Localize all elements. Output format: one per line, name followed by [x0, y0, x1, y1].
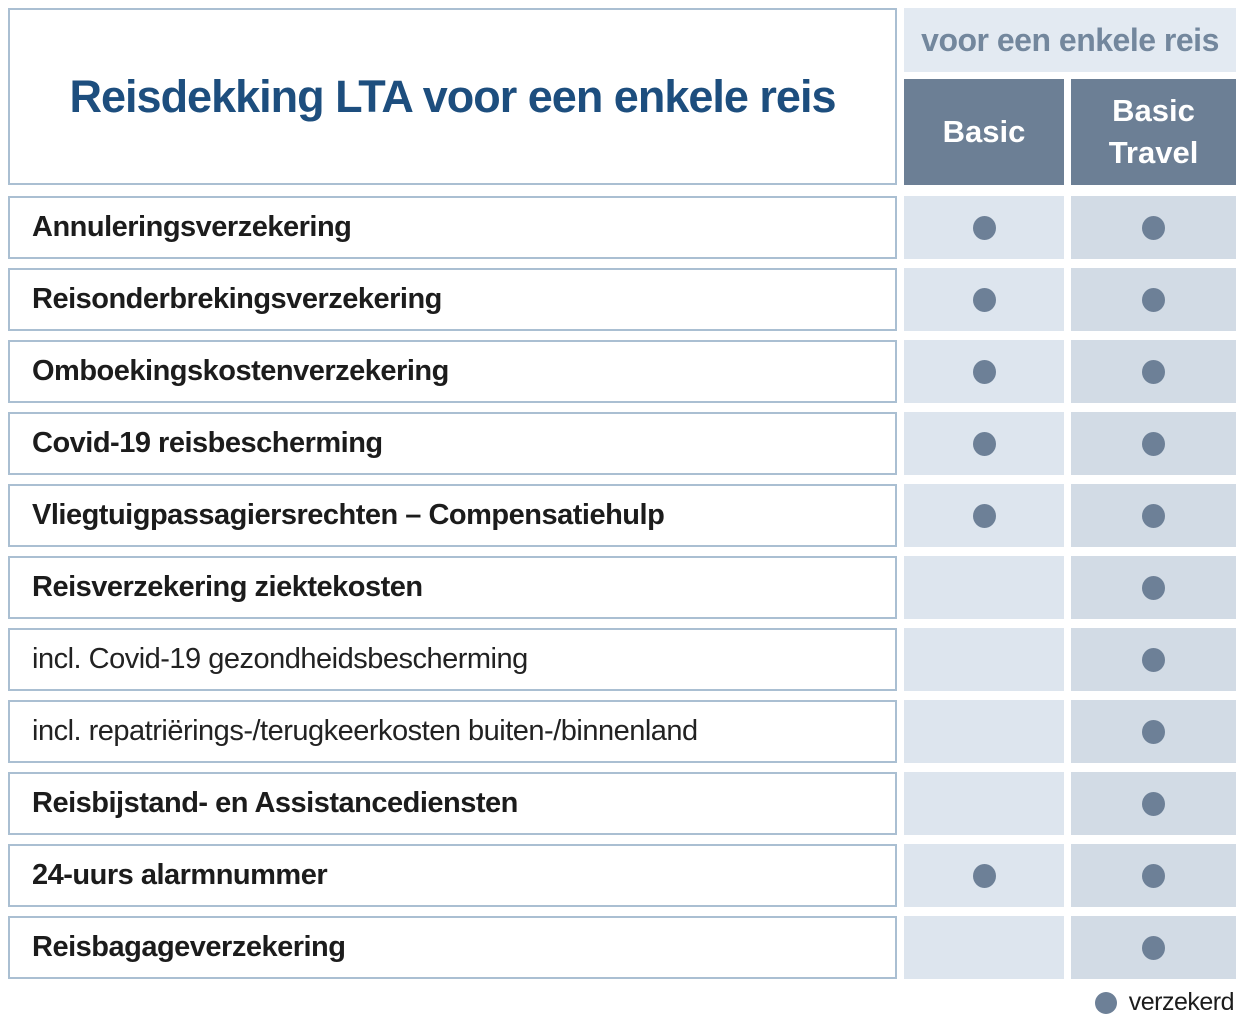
coverage-label: incl. repatriërings-/terugkeerkosten bui… — [8, 700, 897, 763]
table-row: incl. Covid-19 gezondheidsbescherming — [8, 628, 1236, 691]
insured-dot-icon — [1142, 287, 1165, 312]
cell-basic — [904, 556, 1064, 619]
cell-basic-travel — [1071, 412, 1236, 475]
insured-dot-icon — [1142, 647, 1165, 672]
cell-basic-travel — [1071, 484, 1236, 547]
cell-basic — [904, 484, 1064, 547]
table-row: 24-uurs alarmnummer — [8, 844, 1236, 907]
table-header: Reisdekking LTA voor een enkele reis voo… — [8, 8, 1236, 185]
column-header-basic-travel: Basic Travel — [1071, 79, 1236, 185]
table-row: incl. repatriërings-/terugkeerkosten bui… — [8, 700, 1236, 763]
cell-basic-travel — [1071, 700, 1236, 763]
cell-basic — [904, 628, 1064, 691]
insured-dot-icon — [1094, 991, 1117, 1014]
insured-dot-icon — [1142, 935, 1165, 960]
coverage-label: Reisonderbrekingsverzekering — [8, 268, 897, 331]
table-row: Omboekingskostenverzekering — [8, 340, 1236, 403]
table-row: Reisonderbrekingsverzekering — [8, 268, 1236, 331]
insured-dot-icon — [972, 503, 996, 528]
insured-dot-icon — [1142, 719, 1165, 744]
coverage-label: incl. Covid-19 gezondheidsbescherming — [8, 628, 897, 691]
cell-basic — [904, 412, 1064, 475]
insured-dot-icon — [1142, 575, 1165, 600]
coverage-label: Annuleringsverzekering — [8, 196, 897, 259]
cell-basic — [904, 196, 1064, 259]
coverage-label: Covid-19 reisbescherming — [8, 412, 897, 475]
table-row: Annuleringsverzekering — [8, 196, 1236, 259]
cell-basic-travel — [1071, 628, 1236, 691]
cell-basic — [904, 340, 1064, 403]
insured-dot-icon — [972, 215, 996, 240]
insured-dot-icon — [1142, 791, 1165, 816]
cell-basic-travel — [1071, 340, 1236, 403]
insured-dot-icon — [1142, 359, 1165, 384]
table-row: Reisverzekering ziektekosten — [8, 556, 1236, 619]
coverage-label: Reisbagageverzekering — [8, 916, 897, 979]
cell-basic-travel — [1071, 268, 1236, 331]
cell-basic — [904, 772, 1064, 835]
coverage-label: Reisbijstand- en Assistancediensten — [8, 772, 897, 835]
cell-basic — [904, 268, 1064, 331]
insured-dot-icon — [1142, 431, 1165, 456]
page-title: Reisdekking LTA voor een enkele reis — [8, 8, 897, 185]
coverage-label: Vliegtuigpassagiersrechten – Compensatie… — [8, 484, 897, 547]
legend: verzekerd — [8, 988, 1236, 1017]
insured-dot-icon — [972, 359, 996, 384]
table-row: Reisbagageverzekering — [8, 916, 1236, 979]
table-row: Covid-19 reisbescherming — [8, 412, 1236, 475]
table-row: Vliegtuigpassagiersrechten – Compensatie… — [8, 484, 1236, 547]
coverage-label: 24-uurs alarmnummer — [8, 844, 897, 907]
coverage-label: Reisverzekering ziektekosten — [8, 556, 897, 619]
cell-basic-travel — [1071, 844, 1236, 907]
column-header-basic: Basic — [904, 79, 1064, 185]
cell-basic — [904, 700, 1064, 763]
cell-basic — [904, 916, 1064, 979]
insured-dot-icon — [972, 431, 996, 456]
legend-label: verzekerd — [1128, 988, 1235, 1016]
insured-dot-icon — [1142, 863, 1165, 888]
insured-dot-icon — [972, 287, 996, 312]
insured-dot-icon — [1142, 215, 1165, 240]
insured-dot-icon — [972, 863, 996, 888]
cell-basic — [904, 844, 1064, 907]
cell-basic-travel — [1071, 196, 1236, 259]
cell-basic-travel — [1071, 772, 1236, 835]
coverage-label: Omboekingskostenverzekering — [8, 340, 897, 403]
table-row: Reisbijstand- en Assistancediensten — [8, 772, 1236, 835]
cell-basic-travel — [1071, 916, 1236, 979]
insured-dot-icon — [1142, 503, 1165, 528]
table-body: Annuleringsverzekering Reisonderbrekings… — [8, 196, 1236, 979]
group-header: voor een enkele reis — [904, 8, 1236, 72]
cell-basic-travel — [1071, 556, 1236, 619]
